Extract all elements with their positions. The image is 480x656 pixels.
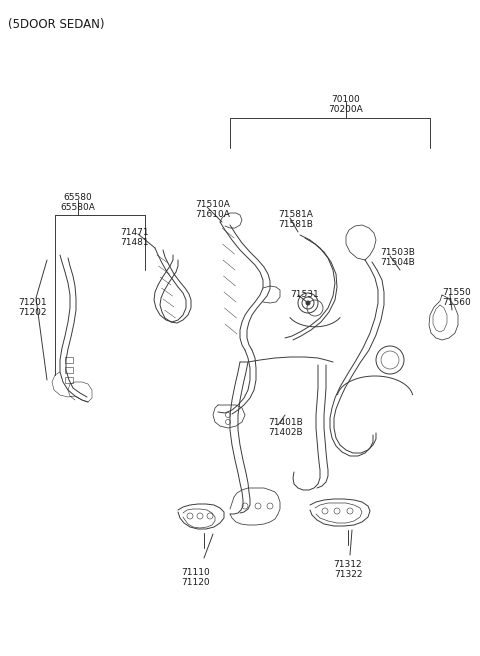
Circle shape: [306, 301, 310, 305]
Bar: [65, 367, 73, 373]
Text: 71550
71560: 71550 71560: [442, 288, 471, 308]
Text: (5DOOR SEDAN): (5DOOR SEDAN): [8, 18, 105, 31]
Text: 71201
71202: 71201 71202: [18, 298, 47, 318]
Text: 71312
71322: 71312 71322: [334, 560, 362, 579]
Text: 71503B
71504B: 71503B 71504B: [380, 248, 415, 268]
Text: 70100
70200A: 70100 70200A: [329, 95, 363, 114]
Text: 71401B
71402B: 71401B 71402B: [268, 418, 303, 438]
Text: 65580
65580A: 65580 65580A: [60, 193, 96, 213]
Text: 71531: 71531: [290, 290, 319, 299]
Text: 71510A
71610A: 71510A 71610A: [195, 200, 230, 219]
Text: 71471
71481: 71471 71481: [120, 228, 149, 247]
Bar: [65, 377, 73, 383]
Text: 71110
71120: 71110 71120: [181, 568, 210, 587]
Text: 71581A
71581B: 71581A 71581B: [278, 210, 313, 230]
Bar: [65, 357, 73, 363]
